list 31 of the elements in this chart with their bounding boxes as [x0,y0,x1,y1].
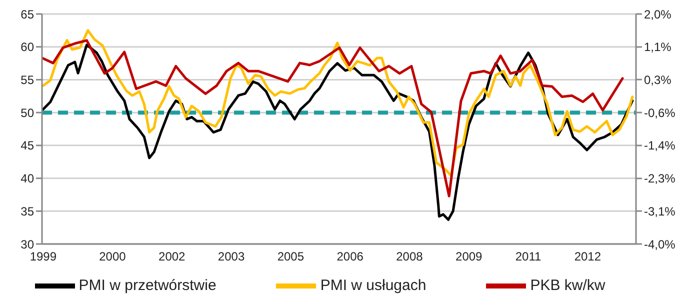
x-tick-label: 2003 [218,250,245,264]
x-tick-label: 2002 [158,250,186,264]
x-tick-label: 2011 [515,250,542,264]
y2-tick-label: -4,0% [644,237,676,252]
x-tick-label: 2009 [456,250,483,264]
y-tick-label: 65 [20,7,34,22]
y2-tick-label: -2,3% [644,172,676,186]
y2-tick-label: -3,1% [644,204,676,218]
y-tick-label: 30 [20,237,34,252]
x-tick-label: 2006 [336,250,364,264]
y-tick-label: 40 [20,172,34,186]
legend-label: PMI w usługach [320,276,426,294]
y2-tick-label: 0,3% [644,72,672,87]
y-tick-label: 60 [20,40,34,54]
y2-tick-label: -1,4% [644,138,676,153]
legend-label: PKB kw/kw [530,276,606,294]
x-tick-label: 2008 [396,250,424,264]
y-tick-label: 35 [20,204,34,218]
y2-tick-label: 2,0% [644,7,672,22]
x-tick-label: 2005 [277,250,304,264]
x-tick-label: 2012 [574,250,602,264]
line-series [42,39,624,198]
y-tick-label: 55 [20,72,34,87]
y2-tick-label: -0,6% [644,106,676,120]
x-tick-label: 1999 [30,250,57,264]
y-tick-label: 50 [20,106,34,120]
line-series [42,29,634,177]
legend-label: PMI w przetwórstwie [78,276,216,294]
y2-tick-label: 1,1% [644,40,672,54]
y-tick-label: 45 [20,138,34,153]
x-tick-label: 2000 [99,250,126,264]
